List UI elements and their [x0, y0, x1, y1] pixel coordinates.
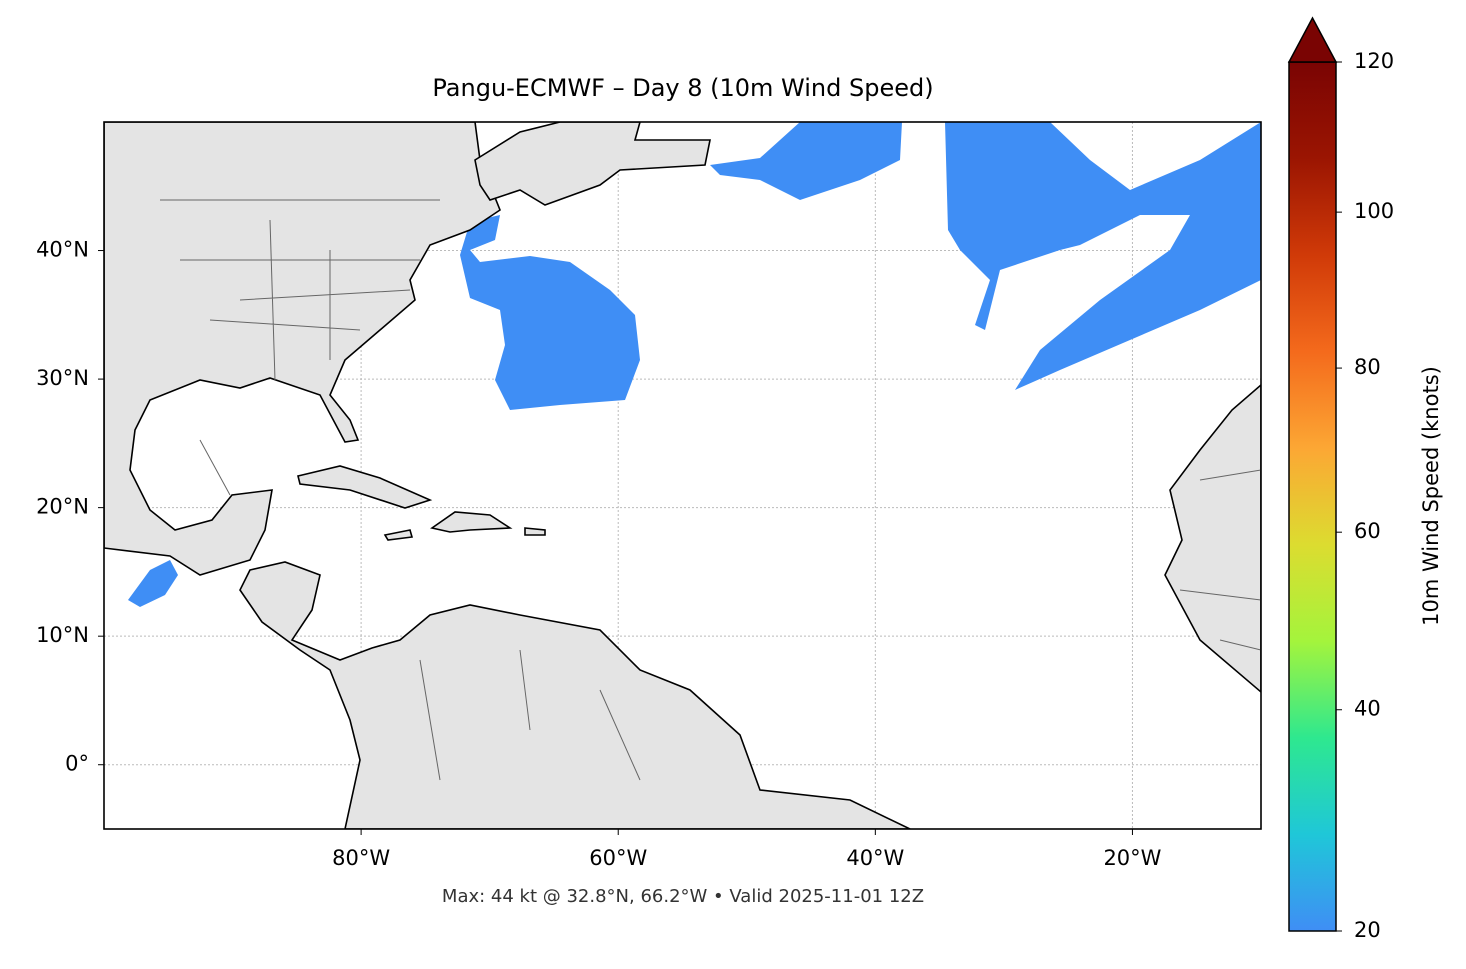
land: [430, 511, 513, 533]
land: [474, 122, 711, 206]
colorbar-tick-label: 100: [1354, 199, 1394, 223]
footnote: Max: 44 kt @ 32.8°N, 66.2°W • Valid 2025…: [442, 886, 924, 907]
wind-field: [128, 560, 178, 607]
wind-field: [945, 122, 1261, 390]
colorbar-tick-label: 20: [1354, 918, 1381, 942]
land: [239, 561, 911, 829]
wind-field: [710, 122, 902, 200]
colorbar-tick-label: 40: [1354, 697, 1381, 721]
colorbar-tick-label: 80: [1354, 355, 1381, 379]
x-tick-label: 60°W: [589, 846, 647, 870]
land: [297, 465, 433, 509]
land: [104, 122, 501, 576]
y-tick-label: 0°: [65, 752, 89, 776]
x-tick-label: 40°W: [846, 846, 904, 870]
colorbar-extension: [1287, 16, 1338, 63]
y-tick-label: 30°N: [36, 366, 89, 390]
y-tick-label: 40°N: [36, 238, 89, 262]
y-tick-label: 20°N: [36, 495, 89, 519]
map-title: Pangu-ECMWF – Day 8 (10m Wind Speed): [432, 74, 933, 102]
x-tick-label: 80°W: [332, 846, 390, 870]
colorbar: [1288, 61, 1337, 932]
colorbar-tick-label: 120: [1354, 49, 1394, 73]
x-tick-label: 20°W: [1103, 846, 1161, 870]
map-area: [104, 122, 1261, 829]
map-frame: [103, 121, 1262, 830]
colorbar-tick-label: 60: [1354, 519, 1381, 543]
land: [383, 527, 546, 541]
border: [160, 199, 1261, 781]
y-tick-label: 10°N: [36, 623, 89, 647]
wind-field: [460, 215, 640, 410]
colorbar-label: 10m Wind Speed (knots): [1419, 366, 1443, 626]
land: [1164, 383, 1261, 694]
